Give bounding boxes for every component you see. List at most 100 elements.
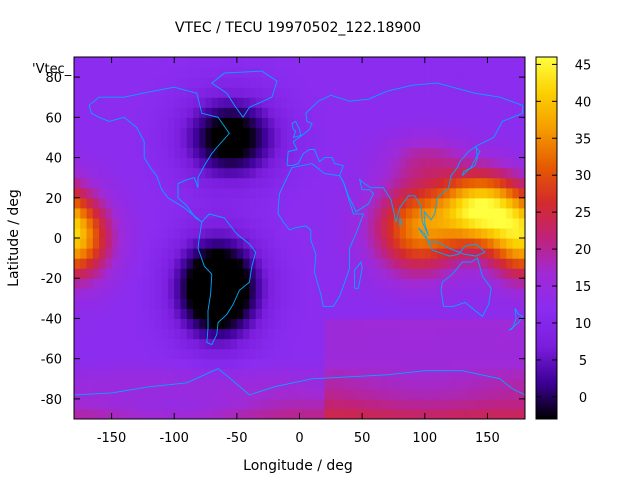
heatmap-cell xyxy=(299,318,307,330)
heatmap-cell xyxy=(149,207,157,219)
heatmap-cell xyxy=(155,238,163,249)
heatmap-cell xyxy=(286,57,294,68)
heatmap-cell xyxy=(99,338,106,350)
heatmap-cell xyxy=(393,338,401,350)
heatmap-cell xyxy=(462,358,470,370)
heatmap-cell xyxy=(111,308,119,320)
heatmap-cell xyxy=(180,187,188,199)
heatmap-cell xyxy=(255,67,263,78)
heatmap-cell xyxy=(499,348,507,360)
heatmap-cell xyxy=(218,258,225,269)
heatmap-cell xyxy=(286,238,294,249)
heatmap-cell xyxy=(293,217,301,229)
heatmap-cell xyxy=(437,258,445,269)
heatmap-cell xyxy=(236,368,244,380)
heatmap-cell xyxy=(280,398,288,410)
heatmap-cell xyxy=(243,57,250,68)
heatmap-cell xyxy=(481,187,489,199)
heatmap-cell xyxy=(312,348,319,360)
heatmap-cell xyxy=(155,227,163,239)
heatmap-cell xyxy=(92,197,100,209)
heatmap-cell xyxy=(92,398,100,410)
heatmap-cell xyxy=(343,278,351,289)
heatmap-cell xyxy=(443,167,451,179)
heatmap-cell xyxy=(218,398,225,410)
heatmap-cell xyxy=(174,248,182,259)
heatmap-cell xyxy=(205,77,213,88)
heatmap-cell xyxy=(362,157,369,169)
heatmap-cell xyxy=(431,278,438,289)
heatmap-cell xyxy=(236,147,244,159)
heatmap-cell xyxy=(149,328,157,340)
heatmap-cell xyxy=(180,57,188,68)
heatmap-cell xyxy=(487,388,495,400)
heatmap-cell xyxy=(236,187,244,199)
heatmap-cell xyxy=(387,268,395,279)
heatmap-cell xyxy=(368,368,376,380)
heatmap-cell xyxy=(431,348,438,360)
heatmap-cell xyxy=(249,348,257,360)
heatmap-cell xyxy=(380,338,388,350)
heatmap-cell xyxy=(161,388,169,400)
heatmap-cell xyxy=(456,338,463,350)
heatmap-cell xyxy=(506,187,514,199)
heatmap-cell xyxy=(405,288,413,299)
heatmap-cell xyxy=(424,147,432,159)
heatmap-cell xyxy=(431,368,438,380)
heatmap-cell xyxy=(324,107,332,118)
heatmap-cell xyxy=(161,167,169,179)
heatmap-cell xyxy=(74,328,81,340)
heatmap-cell xyxy=(474,308,482,320)
heatmap-cell xyxy=(437,368,445,380)
heatmap-cell xyxy=(167,408,175,419)
heatmap-cell xyxy=(343,388,351,400)
heatmap-cell xyxy=(343,227,351,239)
heatmap-cell xyxy=(374,67,382,78)
heatmap-cell xyxy=(268,57,276,68)
heatmap-cell xyxy=(456,87,463,98)
heatmap-cell xyxy=(437,358,445,370)
heatmap-cell xyxy=(506,77,514,88)
heatmap-cell xyxy=(243,167,250,179)
heatmap-cell xyxy=(268,248,276,259)
heatmap-cell xyxy=(293,197,301,209)
heatmap-cell xyxy=(481,238,489,249)
heatmap-cell xyxy=(456,107,463,118)
heatmap-cell xyxy=(274,308,282,320)
heatmap-cell xyxy=(111,298,119,309)
heatmap-cell xyxy=(343,378,351,390)
heatmap-cell xyxy=(249,368,257,380)
heatmap-cell xyxy=(424,207,432,219)
heatmap-cell xyxy=(293,207,301,219)
heatmap-cell xyxy=(468,268,476,279)
heatmap-cell xyxy=(462,127,470,139)
heatmap-cell xyxy=(92,408,100,419)
heatmap-cell xyxy=(399,217,407,229)
heatmap-cell xyxy=(230,328,238,340)
heatmap-cell xyxy=(80,227,88,239)
heatmap-cell xyxy=(224,288,232,299)
heatmap-cell xyxy=(431,167,438,179)
heatmap-cell xyxy=(487,348,495,360)
heatmap-cell xyxy=(136,298,144,309)
heatmap-cell xyxy=(286,107,294,118)
heatmap-cell xyxy=(305,378,313,390)
heatmap-cell xyxy=(412,87,420,98)
heatmap-cell xyxy=(343,177,351,189)
heatmap-cell xyxy=(487,197,495,209)
heatmap-cell xyxy=(80,167,88,179)
heatmap-cell xyxy=(261,398,269,410)
heatmap-cell xyxy=(355,207,363,219)
heatmap-cell xyxy=(506,217,514,229)
heatmap-cell xyxy=(193,57,200,68)
heatmap-cell xyxy=(337,308,344,320)
heatmap-cell xyxy=(374,328,382,340)
heatmap-cell xyxy=(462,368,470,380)
heatmap-cell xyxy=(193,348,200,360)
heatmap-cell xyxy=(286,378,294,390)
heatmap-cell xyxy=(462,288,470,299)
heatmap-cell xyxy=(343,137,351,149)
heatmap-cell xyxy=(324,258,332,269)
heatmap-cell xyxy=(155,298,163,309)
heatmap-cell xyxy=(224,278,232,289)
